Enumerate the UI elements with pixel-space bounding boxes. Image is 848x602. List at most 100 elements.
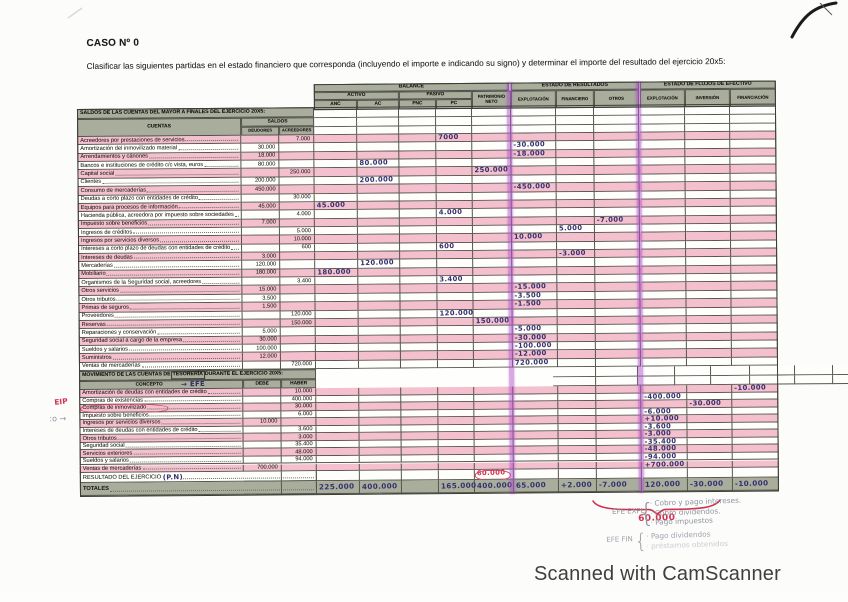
pen-stroke-corner — [790, 1, 838, 39]
cell-ac — [358, 343, 401, 353]
cell-anc — [315, 285, 359, 295]
cell-anc — [314, 185, 358, 194]
cell-pnc — [400, 267, 438, 277]
account-name: Seguridad social a cargo de la empresa — [81, 337, 183, 345]
cell-deu: 3.500 — [242, 294, 281, 303]
printed-amount: 1.500 — [262, 303, 277, 310]
cell-fexp: 120.000 — [642, 478, 688, 492]
cell-finv: -30.000 — [687, 477, 733, 492]
camscanner-watermark: Scanned with CamScanner — [534, 563, 781, 585]
pencil-note-efe-fin: EFE FIN { · Pago dividendos · préstamos … — [606, 529, 728, 553]
cell-efin — [557, 350, 596, 360]
cell-acr — [281, 471, 317, 482]
cell-ffin — [732, 467, 779, 478]
cell-acr — [280, 327, 316, 337]
printed-amount: 3.000 — [261, 253, 277, 260]
cell-deu — [241, 135, 280, 145]
cell-efin — [557, 275, 596, 284]
printed-amount: 7.000 — [261, 219, 276, 226]
cell-pc: 165.000 — [438, 479, 477, 494]
cell-ac: 80.000 — [357, 158, 400, 169]
account-name: RESULTADO DEL EJERCICIO — [82, 473, 162, 481]
cell-pnc — [638, 366, 676, 377]
printed-amount: 5.000 — [296, 227, 311, 234]
cell-pnc — [399, 226, 437, 235]
cell-deu: 15.000 — [242, 285, 281, 295]
cell-acr — [280, 252, 316, 261]
dotted-leader — [231, 244, 240, 250]
account-name: Hacienda pública, acreedora por impuesto… — [80, 211, 234, 219]
cell-efin — [556, 233, 596, 242]
cell-pn — [472, 217, 512, 226]
account-name: Otros tributos — [82, 435, 117, 442]
handwritten-amount: 250.000 — [474, 165, 509, 175]
cell-efin — [556, 191, 595, 201]
cell-ac — [358, 318, 401, 328]
dotted-leader — [102, 177, 239, 185]
dotted-leader — [182, 336, 240, 343]
account-name: Reservas — [81, 321, 106, 328]
cell-eexp — [512, 250, 558, 260]
cell-eexp — [512, 267, 558, 276]
cell-ac — [357, 201, 400, 211]
cell-anc — [314, 226, 358, 236]
dotted-leader — [149, 411, 241, 417]
cell-fexp — [641, 274, 687, 284]
cell-ffin — [730, 165, 777, 174]
cell-fexp — [641, 282, 687, 292]
cell-finv — [686, 290, 732, 300]
cell-finv — [686, 324, 732, 333]
cell-eot — [595, 333, 641, 342]
account-name: Primas de seguros — [81, 304, 129, 311]
cell-pc — [437, 250, 474, 260]
cell-ac — [358, 293, 401, 303]
cell-pnc — [399, 201, 437, 210]
cell-efin — [556, 141, 595, 151]
handwritten-amount: -18.000 — [513, 148, 546, 158]
printed-amount: 48.000 — [295, 448, 313, 456]
cell-eexp: -450.000 — [511, 182, 557, 193]
cell-ac — [356, 109, 400, 119]
printed-amount: 3.600 — [298, 426, 313, 433]
cell-anc — [314, 151, 358, 161]
cell-finv — [685, 123, 731, 133]
cell-fexp — [640, 148, 686, 158]
cell-efin — [795, 375, 834, 385]
cell-fexp — [641, 341, 687, 350]
cell-pnc — [401, 480, 439, 494]
cell-eexp — [511, 124, 557, 134]
account-name: Ingresos por servicios diversos — [82, 419, 161, 427]
cell-anc: 45.000 — [314, 201, 358, 211]
cell-pnc — [400, 293, 438, 302]
cell-finv — [686, 257, 732, 267]
cell-finv — [686, 274, 732, 283]
handwritten-amount: -450.000 — [513, 182, 551, 192]
cell-finv — [685, 165, 731, 175]
cell-finv — [685, 190, 731, 200]
cell-finv — [685, 182, 731, 191]
cell-pn — [472, 150, 512, 160]
cell-pn — [472, 142, 512, 151]
dotted-leader — [116, 295, 240, 302]
printed-amount: 120.000 — [291, 311, 312, 318]
account-name: Mercaderías — [81, 262, 113, 270]
cell-fexp — [640, 232, 687, 242]
cell-pn — [472, 125, 512, 134]
dotted-leader — [185, 136, 239, 142]
cell-acr — [280, 352, 316, 362]
cell-eexp — [511, 158, 557, 168]
cell-deu — [241, 227, 280, 237]
cell-ffin — [730, 181, 777, 191]
cell-deu — [241, 193, 280, 203]
dotted-leader — [133, 449, 241, 455]
cell-pnc — [400, 242, 438, 252]
cell-pnc — [399, 117, 437, 127]
header-patrimonio-neto: PATRIMONIO NETO — [471, 90, 511, 109]
cell-ac: 200.000 — [357, 175, 400, 186]
cell-pc — [437, 284, 474, 294]
cell-pn — [472, 175, 512, 185]
dotted-leader — [128, 345, 240, 352]
cell-eexp — [513, 469, 559, 480]
account-name: Equipos para procesos de información — [80, 203, 178, 211]
cell-finv — [685, 198, 731, 208]
